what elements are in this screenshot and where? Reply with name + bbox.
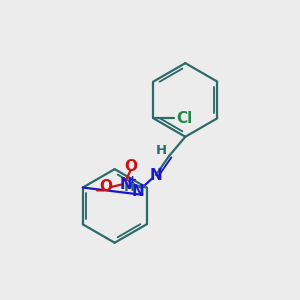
Text: N: N (149, 167, 162, 182)
Text: N: N (120, 177, 132, 192)
Text: H: H (124, 181, 135, 194)
Text: O: O (99, 179, 112, 194)
Text: Cl: Cl (176, 111, 192, 126)
Text: O: O (124, 159, 137, 174)
Text: −: − (95, 185, 105, 198)
Text: +: + (128, 175, 137, 185)
Text: N: N (132, 184, 145, 199)
Text: H: H (155, 144, 167, 157)
